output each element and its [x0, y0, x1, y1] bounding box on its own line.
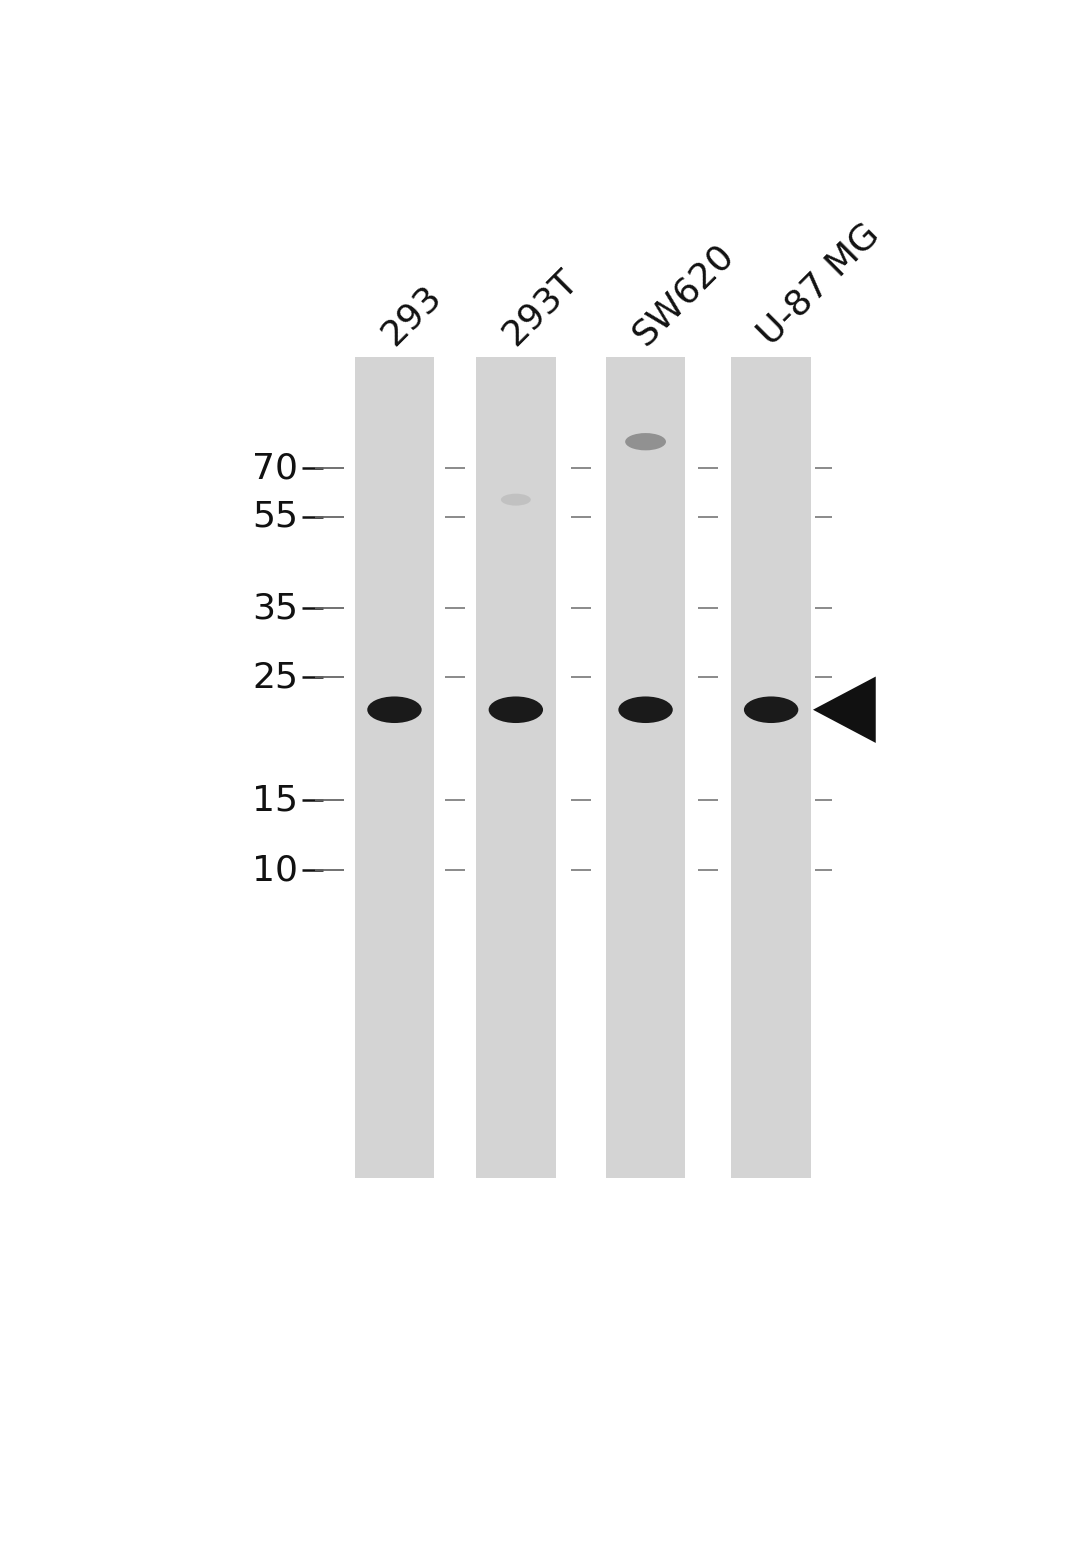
Ellipse shape — [744, 696, 798, 723]
Text: 35: 35 — [253, 591, 298, 626]
Ellipse shape — [501, 494, 530, 505]
Ellipse shape — [488, 696, 543, 723]
Bar — [476, 358, 555, 1178]
Ellipse shape — [619, 696, 673, 723]
Text: 55: 55 — [253, 500, 298, 533]
Text: U-87 MG: U-87 MG — [752, 216, 886, 351]
Text: 25: 25 — [253, 660, 298, 695]
Text: 293T: 293T — [496, 263, 584, 351]
Text: 70: 70 — [253, 452, 298, 485]
Text: 10: 10 — [253, 853, 298, 887]
Ellipse shape — [367, 696, 421, 723]
Ellipse shape — [625, 433, 666, 450]
Text: 293: 293 — [375, 279, 447, 351]
Polygon shape — [813, 676, 876, 743]
Text: SW620: SW620 — [625, 237, 740, 351]
Bar — [606, 358, 686, 1178]
Bar — [354, 358, 434, 1178]
Text: 15: 15 — [253, 784, 298, 817]
Bar — [731, 358, 811, 1178]
